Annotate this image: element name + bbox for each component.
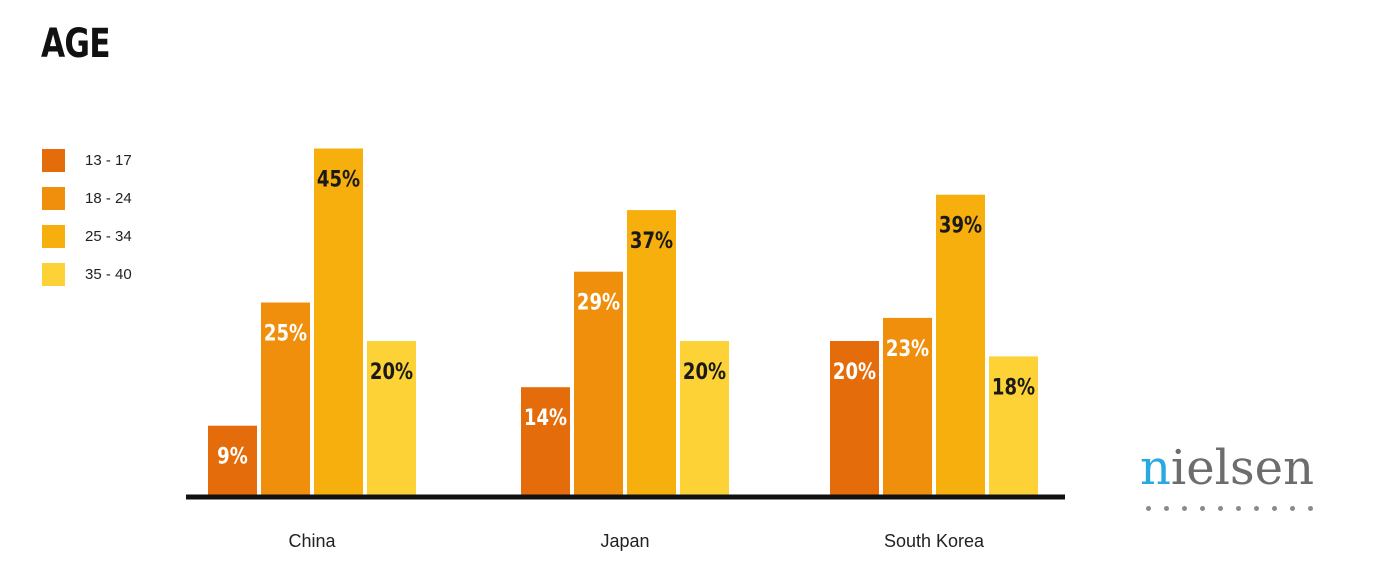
legend-label-25-34: 25 - 34 bbox=[85, 227, 132, 245]
bar bbox=[627, 210, 676, 495]
legend: 13 - 17 18 - 24 25 - 34 35 - 40 bbox=[42, 148, 192, 300]
bar bbox=[521, 387, 570, 495]
legend-swatch-35-40 bbox=[42, 262, 65, 286]
bar-value-label: 29% bbox=[577, 289, 620, 315]
legend-item-18-24: 18 - 24 bbox=[42, 186, 192, 210]
legend-swatch-25-34 bbox=[42, 224, 65, 248]
bar-value-label: 14% bbox=[524, 404, 567, 430]
legend-label-35-40: 35 - 40 bbox=[85, 265, 132, 283]
bar bbox=[367, 341, 416, 495]
bar bbox=[574, 271, 623, 495]
bar bbox=[261, 302, 310, 495]
logo-dot bbox=[1290, 506, 1295, 511]
bar bbox=[989, 356, 1038, 495]
bar bbox=[208, 425, 257, 495]
logo-dot bbox=[1272, 506, 1277, 511]
logo-dot bbox=[1200, 506, 1205, 511]
bar bbox=[936, 194, 985, 495]
logo-accent-letter: n bbox=[1140, 440, 1171, 496]
logo-dot bbox=[1164, 506, 1169, 511]
legend-swatch-18-24 bbox=[42, 186, 65, 210]
category-label: Japan bbox=[600, 531, 649, 551]
logo-dot bbox=[1308, 506, 1313, 511]
legend-item-35-40: 35 - 40 bbox=[42, 262, 192, 286]
category-label: South Korea bbox=[884, 531, 985, 551]
bar-value-label: 25% bbox=[264, 320, 307, 346]
bar bbox=[883, 317, 932, 495]
bar-value-label: 39% bbox=[939, 212, 982, 238]
bar-value-label: 20% bbox=[833, 358, 876, 384]
legend-item-25-34: 25 - 34 bbox=[42, 224, 192, 248]
logo-dot bbox=[1218, 506, 1223, 511]
nielsen-logo-icon: nielsen bbox=[1136, 444, 1346, 520]
bar bbox=[830, 341, 879, 495]
logo-wordmark: nielsen bbox=[1140, 444, 1314, 492]
bar bbox=[314, 148, 363, 495]
bar-value-label: 9% bbox=[217, 443, 248, 469]
bar-value-label: 23% bbox=[886, 335, 929, 361]
legend-label-13-17: 13 - 17 bbox=[85, 151, 132, 169]
category-label: China bbox=[288, 531, 336, 551]
logo-dots bbox=[1146, 506, 1313, 511]
logo-rest-letters: ielsen bbox=[1170, 440, 1314, 496]
logo-dot bbox=[1182, 506, 1187, 511]
logo-dot bbox=[1254, 506, 1259, 511]
bar bbox=[680, 341, 729, 495]
chart-title: AGE bbox=[41, 21, 111, 67]
bar-value-label: 45% bbox=[317, 166, 360, 192]
bar-value-label: 20% bbox=[683, 358, 726, 384]
legend-item-13-17: 13 - 17 bbox=[42, 148, 192, 172]
logo-dot bbox=[1146, 506, 1151, 511]
legend-swatch-13-17 bbox=[42, 148, 65, 172]
bar-value-label: 37% bbox=[630, 227, 673, 253]
legend-label-18-24: 18 - 24 bbox=[85, 189, 132, 207]
bar-value-label: 18% bbox=[992, 374, 1035, 400]
logo-dot bbox=[1236, 506, 1241, 511]
bar-value-label: 20% bbox=[370, 358, 413, 384]
